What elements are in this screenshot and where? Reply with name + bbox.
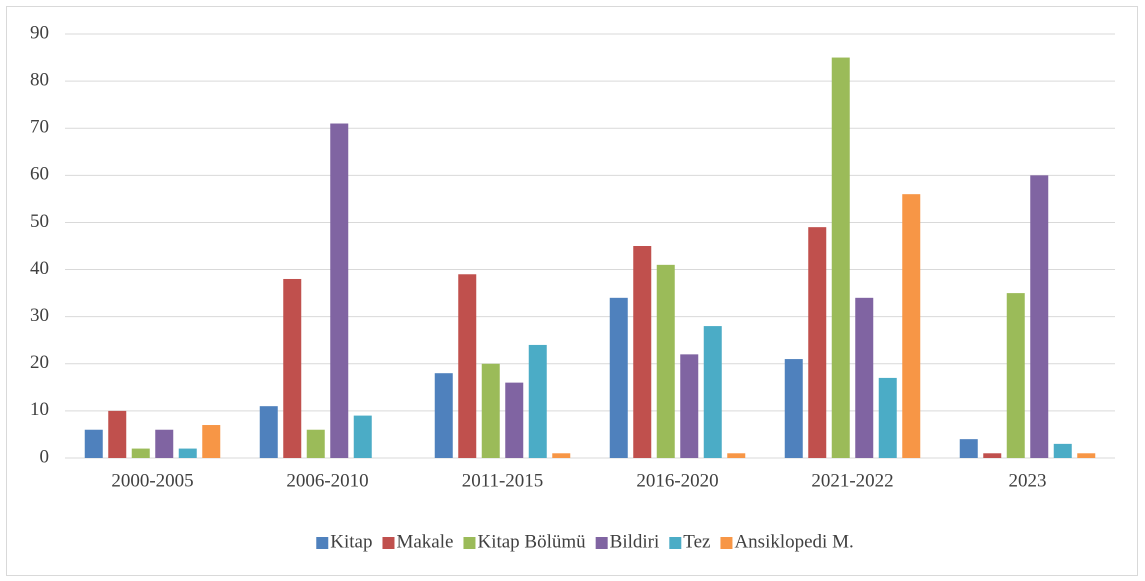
legend-swatch: [316, 537, 329, 549]
legend-swatch: [669, 537, 682, 549]
bar: [434, 373, 453, 458]
bar: [983, 453, 1002, 458]
y-tick-label: 10: [30, 399, 49, 420]
bar: [633, 246, 652, 458]
bar: [831, 57, 850, 459]
bar: [131, 448, 150, 458]
legend-swatch: [595, 537, 608, 549]
x-tick-label: 2021-2022: [811, 470, 893, 491]
bar: [528, 344, 547, 458]
bar: [330, 123, 349, 458]
bar: [1053, 443, 1072, 458]
bar: [1030, 175, 1049, 459]
x-tick-label: 2000-2005: [111, 470, 193, 491]
bar: [808, 227, 827, 458]
bar: [202, 425, 221, 458]
bar: [680, 354, 699, 458]
chart-border: [6, 6, 1138, 576]
y-tick-label: 50: [30, 211, 49, 232]
y-tick-label: 40: [30, 258, 49, 279]
bar: [1006, 293, 1025, 458]
x-tick-label: 2006-2010: [286, 470, 368, 491]
legend-label: Tez: [683, 531, 710, 552]
y-tick-label: 30: [30, 305, 49, 326]
y-tick-label: 70: [30, 117, 49, 138]
bar: [481, 363, 500, 458]
y-tick-label: 80: [30, 69, 49, 90]
bar: [1077, 453, 1096, 458]
bar: [902, 194, 921, 458]
bar: [306, 429, 325, 458]
legend-label: Makale: [396, 531, 453, 552]
legend-label: Kitap Bölümü: [477, 531, 586, 552]
y-tick-label: 20: [30, 352, 49, 373]
bar: [855, 297, 874, 458]
x-tick-label: 2016-2020: [636, 470, 718, 491]
bar: [959, 439, 978, 458]
bar: [259, 406, 278, 458]
legend-label: Ansiklopedi M.: [734, 531, 853, 552]
bar: [878, 377, 897, 458]
bar: [155, 429, 174, 458]
bar: [727, 453, 746, 458]
legend-swatch: [463, 537, 476, 549]
bar: [552, 453, 571, 458]
bar: [353, 415, 372, 458]
bar: [178, 448, 197, 458]
bar: [458, 274, 477, 458]
x-tick-label: 2023: [1009, 470, 1047, 491]
bar: [609, 297, 628, 458]
legend-swatch: [382, 537, 395, 549]
bar: [703, 326, 722, 458]
bar: [784, 359, 803, 458]
legend-label: Bildiri: [610, 531, 660, 552]
x-tick-label: 2011-2015: [462, 470, 544, 491]
legend-label: Kitap: [330, 531, 372, 552]
bar: [108, 410, 127, 458]
y-tick-label: 90: [30, 22, 49, 43]
legend-swatch: [720, 537, 733, 549]
bar: [283, 278, 302, 458]
bar: [84, 429, 103, 458]
y-tick-label: 60: [30, 164, 49, 185]
bar: [505, 382, 524, 458]
bar: [656, 264, 675, 458]
y-tick-label: 0: [40, 446, 50, 467]
